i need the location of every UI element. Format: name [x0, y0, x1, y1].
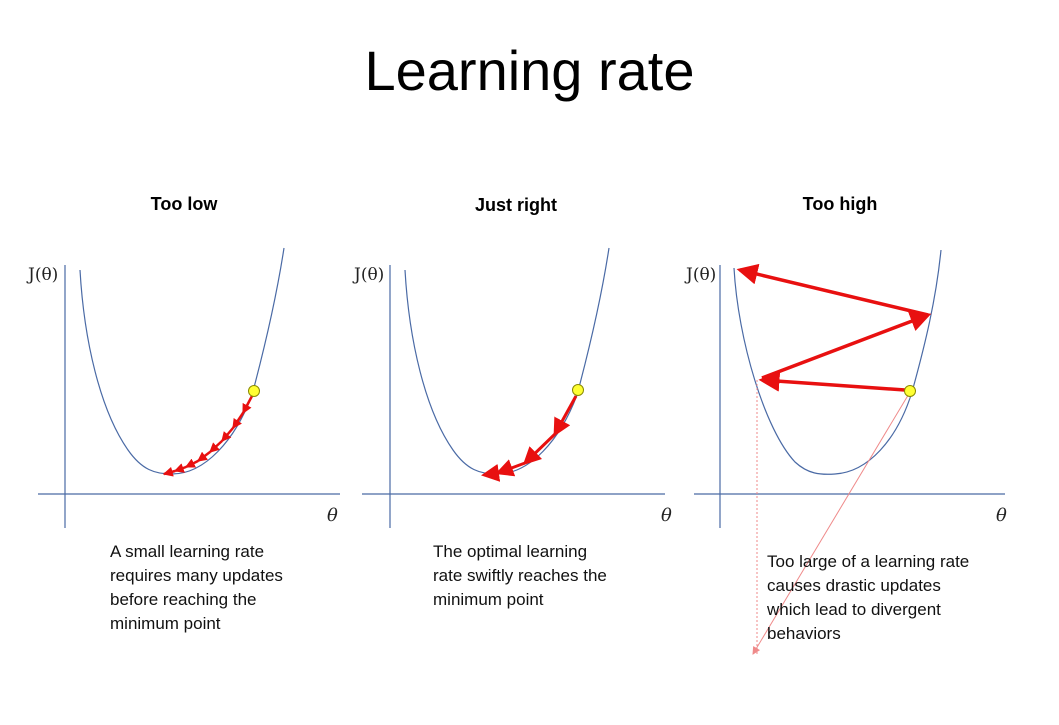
y-axis-label: J(θ) — [352, 265, 384, 285]
x-axis-label: θ — [327, 505, 338, 526]
panel-too-high: Too high J(θ) θ — [684, 194, 1007, 655]
start-point — [248, 385, 260, 397]
cost-curve — [733, 249, 942, 475]
start-point — [572, 384, 584, 396]
start-point — [904, 385, 916, 397]
y-axis-label: J(θ) — [684, 265, 716, 285]
panel-too-low: Too low J(θ) θ — [26, 194, 340, 528]
gradient-steps — [162, 395, 254, 477]
divergence-line — [752, 391, 911, 655]
x-axis-label: θ — [996, 505, 1007, 526]
panel-heading: Too high — [803, 194, 878, 214]
panel-heading: Just right — [475, 195, 557, 215]
caption-just-right: The optimal learning rate swiftly reache… — [433, 542, 607, 609]
caption-too-low: A small learning rate requires many upda… — [110, 542, 283, 633]
slide-title: Learning rate — [364, 39, 695, 102]
gradient-steps — [481, 395, 578, 482]
caption-too-high: Too large of a learning rate causes dras… — [767, 552, 970, 643]
x-axis-label: θ — [661, 505, 672, 526]
cost-curve — [79, 247, 285, 475]
panel-heading: Too low — [151, 194, 219, 214]
gradient-steps — [736, 263, 932, 392]
y-axis-label: J(θ) — [26, 265, 58, 285]
panel-just-right: Just right J(θ) θ — [352, 195, 672, 528]
cost-curve — [404, 247, 610, 475]
